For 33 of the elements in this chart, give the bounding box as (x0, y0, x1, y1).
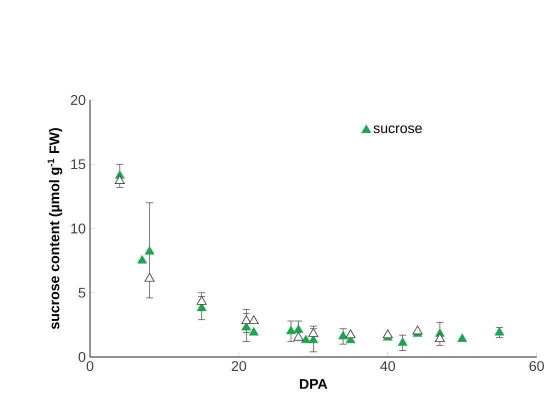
point (338, 330, 348, 340)
x-tick-label: 40 (380, 361, 396, 372)
legend-label: sucrose (374, 125, 422, 134)
point (412, 326, 423, 334)
point (286, 326, 296, 334)
point (308, 328, 318, 337)
point (144, 246, 154, 254)
point (293, 332, 304, 341)
point (301, 334, 311, 344)
y-tick-label: 10 (71, 224, 86, 234)
point (382, 329, 393, 338)
x-axis-title: DPA (300, 379, 328, 389)
y-tick-label: 5 (78, 288, 86, 298)
point (114, 175, 125, 184)
x-tick-label: 60 (530, 361, 544, 372)
point (457, 333, 468, 342)
x-tick-label: 0 (86, 361, 94, 372)
point (144, 272, 155, 282)
y-tick-label: 0 (78, 352, 86, 362)
x-tick-label: 20 (232, 361, 246, 372)
point (241, 315, 252, 324)
point (248, 327, 259, 336)
point (294, 324, 304, 333)
point (196, 296, 207, 305)
point (434, 333, 445, 342)
y-tick-label: 20 (70, 95, 86, 105)
y-axis-title: sucrose content (µmol g$^{-1}$ FW) (48, 128, 62, 330)
point (494, 327, 504, 336)
point (398, 337, 408, 346)
point (248, 315, 259, 324)
point (346, 329, 356, 338)
y-tick-label: 15 (71, 159, 86, 170)
point (137, 255, 147, 264)
